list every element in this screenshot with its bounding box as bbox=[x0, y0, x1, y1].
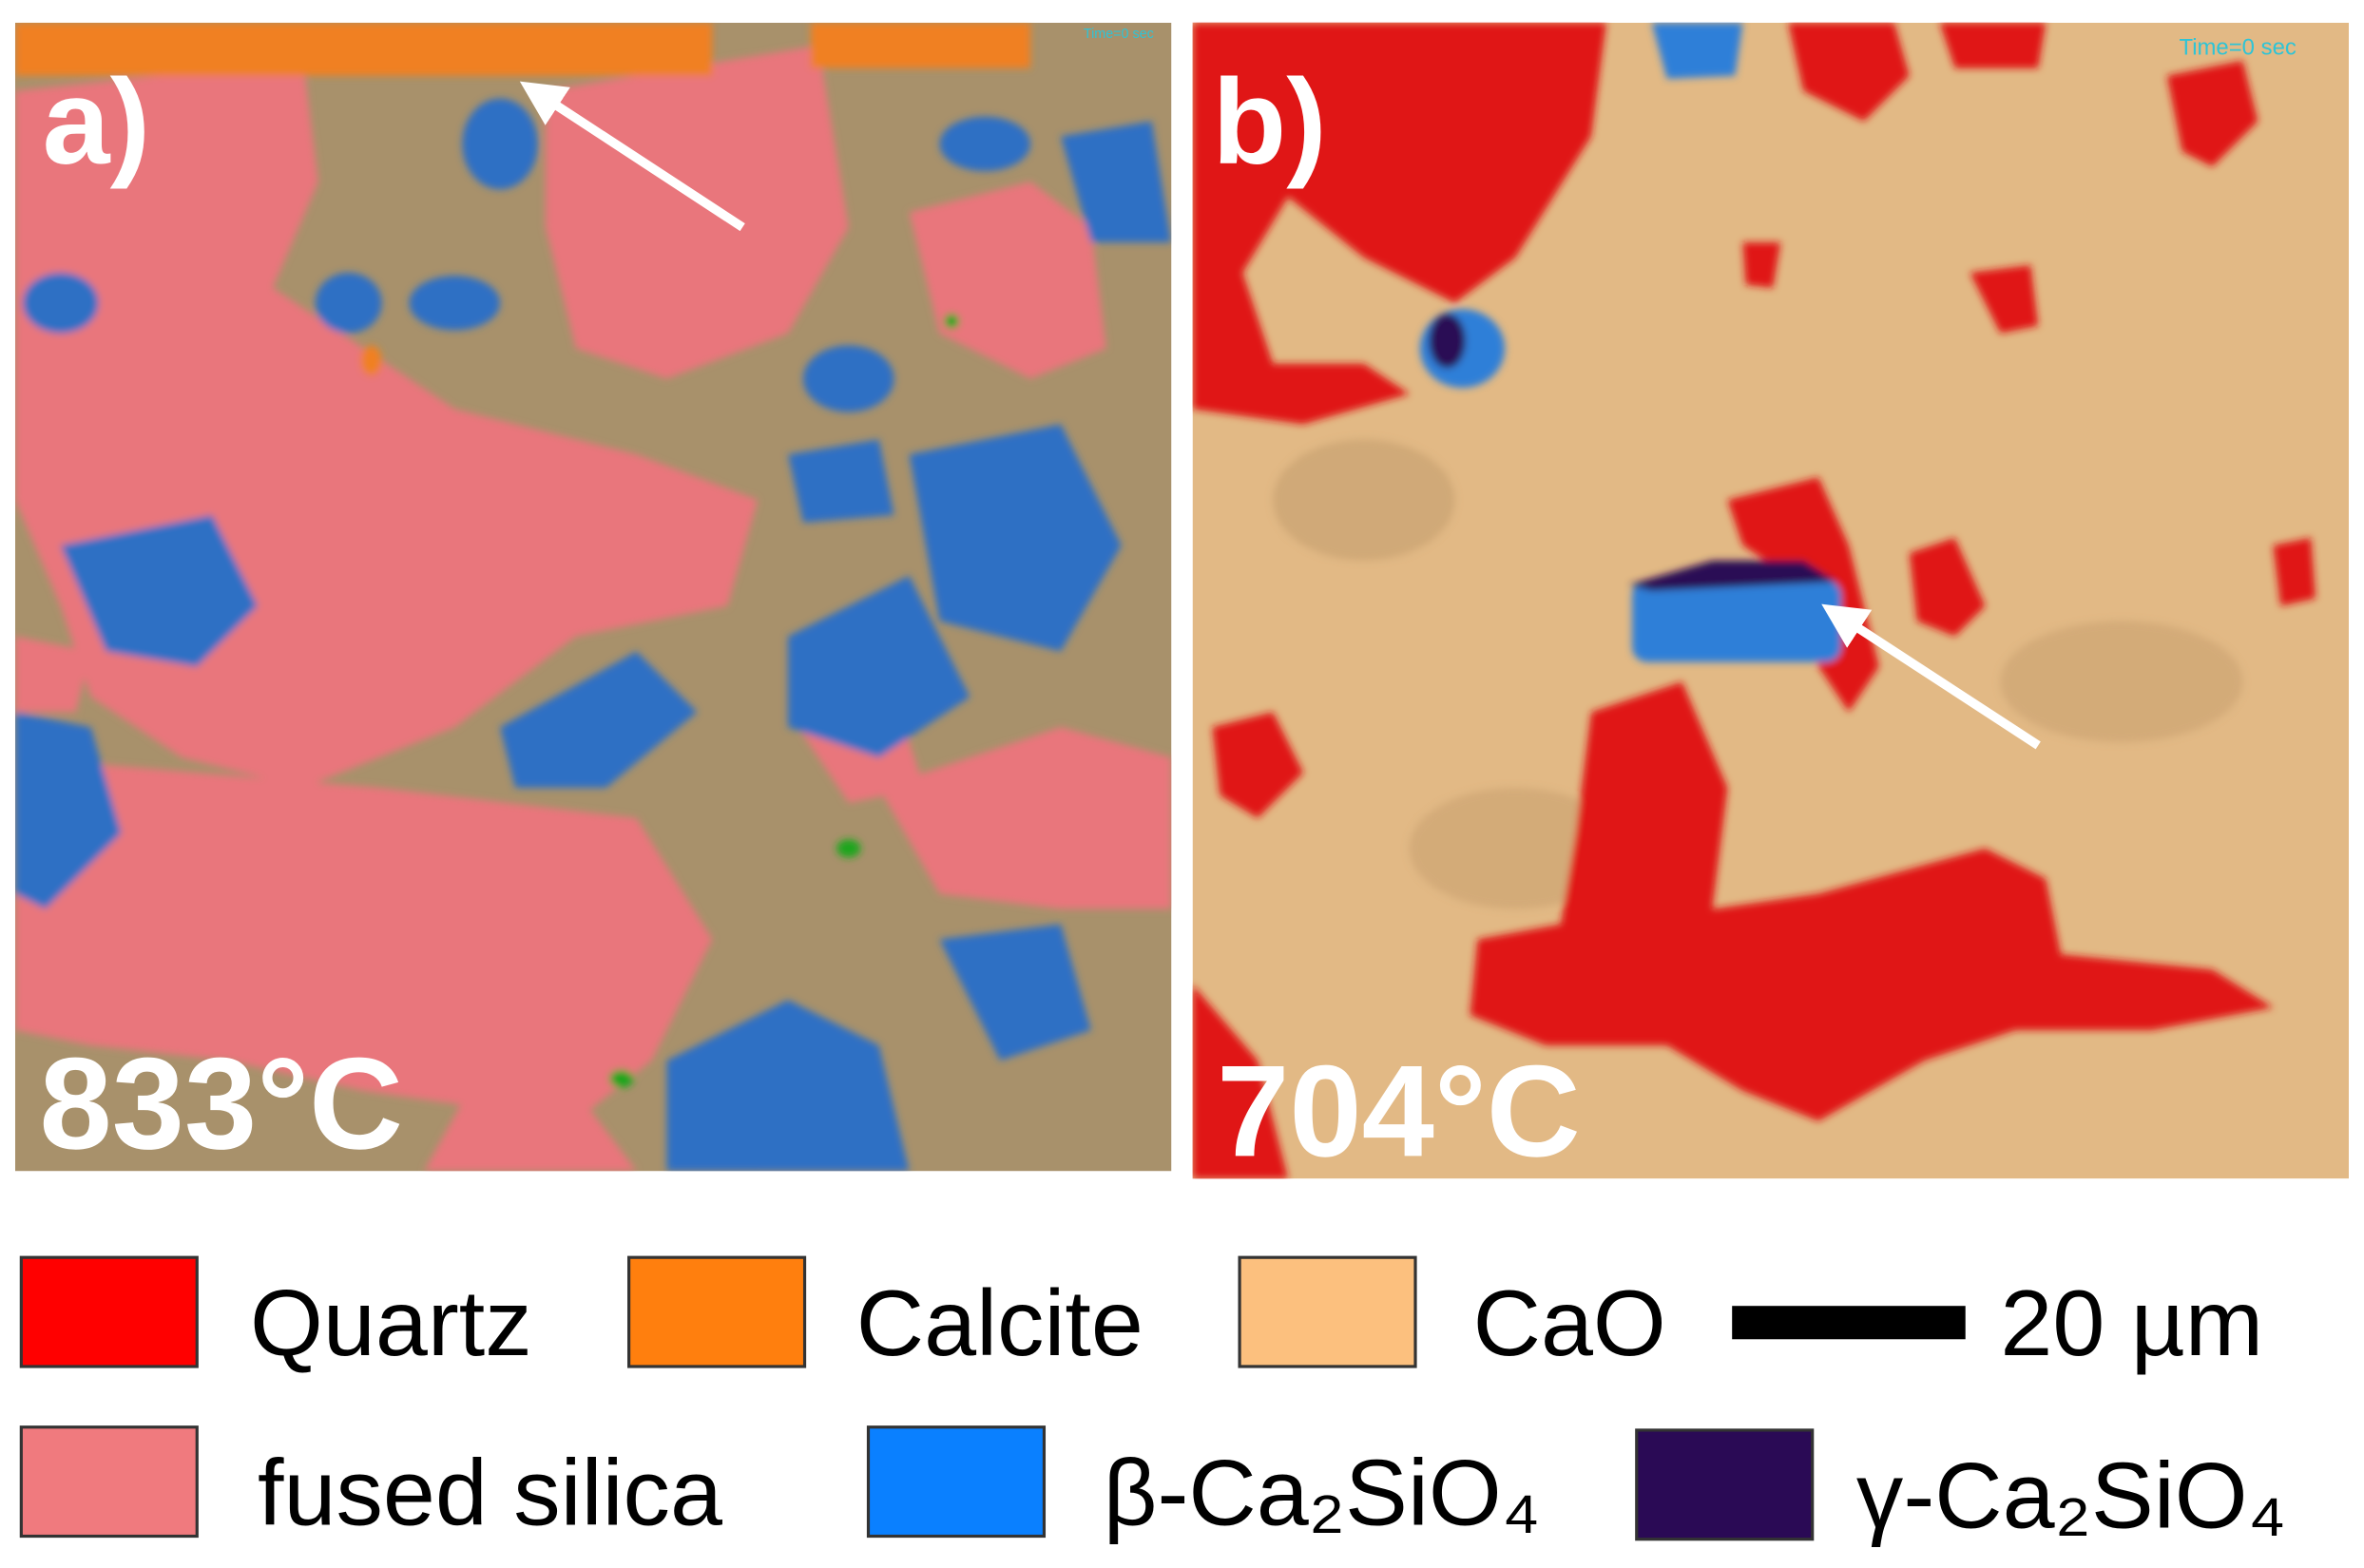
time-label: Time=0 sec bbox=[1084, 27, 1154, 42]
legend-swatch bbox=[1238, 1255, 1417, 1368]
scale-bar-label: 20 µm bbox=[2000, 1271, 2263, 1375]
temperature-label: 833°C bbox=[39, 1031, 403, 1176]
legend-label: fused silica bbox=[258, 1440, 722, 1544]
arrow bbox=[519, 81, 745, 232]
legend-swatch bbox=[627, 1255, 807, 1368]
legend-swatch bbox=[1635, 1428, 1815, 1541]
legend: Quartz Calcite CaO fused silica β-Ca₂SiO₄ γ-C… bbox=[19, 1255, 2286, 1548]
legend-label: β-Ca₂SiO₄ bbox=[1104, 1440, 1541, 1544]
arrow bbox=[1821, 603, 2041, 750]
legend-swatch bbox=[19, 1255, 199, 1368]
time-label: Time=0 sec bbox=[2179, 34, 2296, 60]
panel-label: a) bbox=[43, 55, 150, 190]
legend-swatch bbox=[866, 1425, 1047, 1539]
temperature-label: 704°C bbox=[1217, 1039, 1581, 1184]
phase-map bbox=[1192, 22, 2316, 1179]
legend-label: CaO bbox=[1473, 1271, 1666, 1375]
legend-label: Calcite bbox=[856, 1271, 1144, 1375]
legend-label: Quartz bbox=[250, 1271, 532, 1375]
panel-label: b) bbox=[1212, 55, 1326, 190]
legend-swatch bbox=[19, 1425, 199, 1539]
phase-map bbox=[14, 22, 1172, 1172]
panel-a bbox=[14, 22, 1172, 1172]
legend-label: γ-Ca₂SiO₄ bbox=[1856, 1444, 2286, 1548]
panel-b bbox=[1192, 22, 2350, 1179]
scale-bar bbox=[1732, 1306, 1966, 1340]
